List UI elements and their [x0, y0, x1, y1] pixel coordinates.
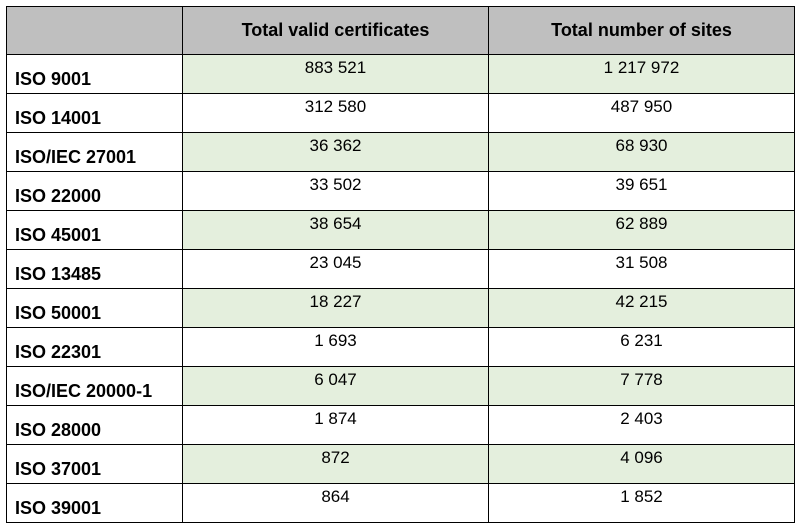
table-row: ISO 1348523 04531 508 [7, 250, 795, 289]
cell-certs: 36 362 [183, 133, 489, 172]
cell-sites: 62 889 [489, 211, 795, 250]
table-row: ISO/IEC 2700136 36268 930 [7, 133, 795, 172]
header-blank [7, 7, 183, 55]
table-row: ISO 280001 8742 403 [7, 406, 795, 445]
cell-certs: 33 502 [183, 172, 489, 211]
table-row: ISO 223011 6936 231 [7, 328, 795, 367]
cell-sites: 42 215 [489, 289, 795, 328]
cell-sites: 4 096 [489, 445, 795, 484]
cell-certs: 864 [183, 484, 489, 523]
table-row: ISO 9001883 5211 217 972 [7, 55, 795, 94]
table-row: ISO 5000118 22742 215 [7, 289, 795, 328]
cell-sites: 1 852 [489, 484, 795, 523]
table-row: ISO/IEC 20000-16 0477 778 [7, 367, 795, 406]
table-body: ISO 9001883 5211 217 972ISO 14001312 580… [7, 55, 795, 523]
cell-sites: 6 231 [489, 328, 795, 367]
cell-certs: 6 047 [183, 367, 489, 406]
header-certs: Total valid certificates [183, 7, 489, 55]
row-label: ISO 45001 [7, 211, 183, 250]
row-label: ISO/IEC 20000-1 [7, 367, 183, 406]
row-label: ISO 9001 [7, 55, 183, 94]
cell-sites: 487 950 [489, 94, 795, 133]
table-header-row: Total valid certificates Total number of… [7, 7, 795, 55]
row-label: ISO/IEC 27001 [7, 133, 183, 172]
cell-certs: 1 874 [183, 406, 489, 445]
row-label: ISO 37001 [7, 445, 183, 484]
cell-sites: 2 403 [489, 406, 795, 445]
iso-certificates-table: Total valid certificates Total number of… [6, 6, 795, 523]
cell-certs: 18 227 [183, 289, 489, 328]
cell-sites: 31 508 [489, 250, 795, 289]
row-label: ISO 50001 [7, 289, 183, 328]
cell-certs: 1 693 [183, 328, 489, 367]
row-label: ISO 39001 [7, 484, 183, 523]
table-row: ISO 2200033 50239 651 [7, 172, 795, 211]
cell-sites: 39 651 [489, 172, 795, 211]
table-row: ISO 390018641 852 [7, 484, 795, 523]
header-sites: Total number of sites [489, 7, 795, 55]
cell-sites: 68 930 [489, 133, 795, 172]
table-row: ISO 14001312 580487 950 [7, 94, 795, 133]
cell-certs: 883 521 [183, 55, 489, 94]
table-row: ISO 370018724 096 [7, 445, 795, 484]
cell-certs: 23 045 [183, 250, 489, 289]
row-label: ISO 28000 [7, 406, 183, 445]
table-row: ISO 4500138 65462 889 [7, 211, 795, 250]
cell-certs: 872 [183, 445, 489, 484]
row-label: ISO 22301 [7, 328, 183, 367]
cell-certs: 312 580 [183, 94, 489, 133]
cell-certs: 38 654 [183, 211, 489, 250]
row-label: ISO 13485 [7, 250, 183, 289]
row-label: ISO 14001 [7, 94, 183, 133]
cell-sites: 7 778 [489, 367, 795, 406]
cell-sites: 1 217 972 [489, 55, 795, 94]
row-label: ISO 22000 [7, 172, 183, 211]
